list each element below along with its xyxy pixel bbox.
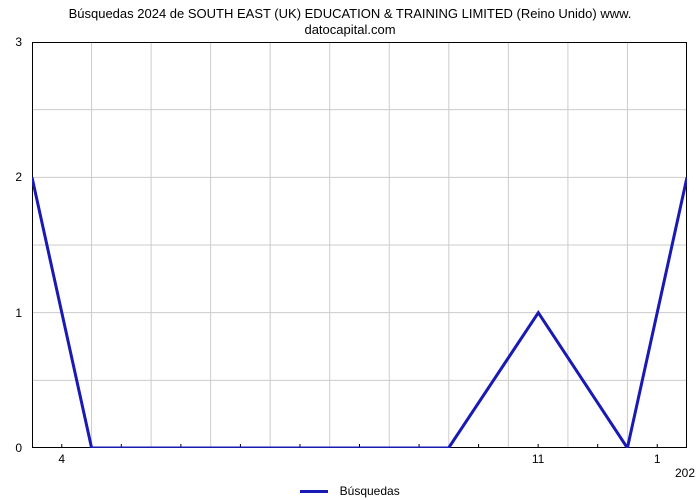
chart-container: Búsquedas 2024 de SOUTH EAST (UK) EDUCAT… <box>0 0 700 500</box>
legend: Búsquedas <box>0 483 700 498</box>
y-tick-label: 3 <box>0 35 22 49</box>
y-tick-label: 1 <box>0 306 22 320</box>
y-tick-label: 0 <box>0 441 22 455</box>
x-tick-label: 11 <box>518 452 558 466</box>
x-tick-label: 4 <box>42 452 82 466</box>
y-tick-label: 2 <box>0 170 22 184</box>
plot-area <box>32 42 687 448</box>
x-axis-year-fragment: 202 <box>675 466 695 480</box>
plot-svg <box>32 42 687 448</box>
legend-swatch <box>300 490 328 493</box>
legend-label: Búsquedas <box>340 484 400 498</box>
x-tick-label: 1 <box>637 452 677 466</box>
chart-title: Búsquedas 2024 de SOUTH EAST (UK) EDUCAT… <box>0 6 700 39</box>
